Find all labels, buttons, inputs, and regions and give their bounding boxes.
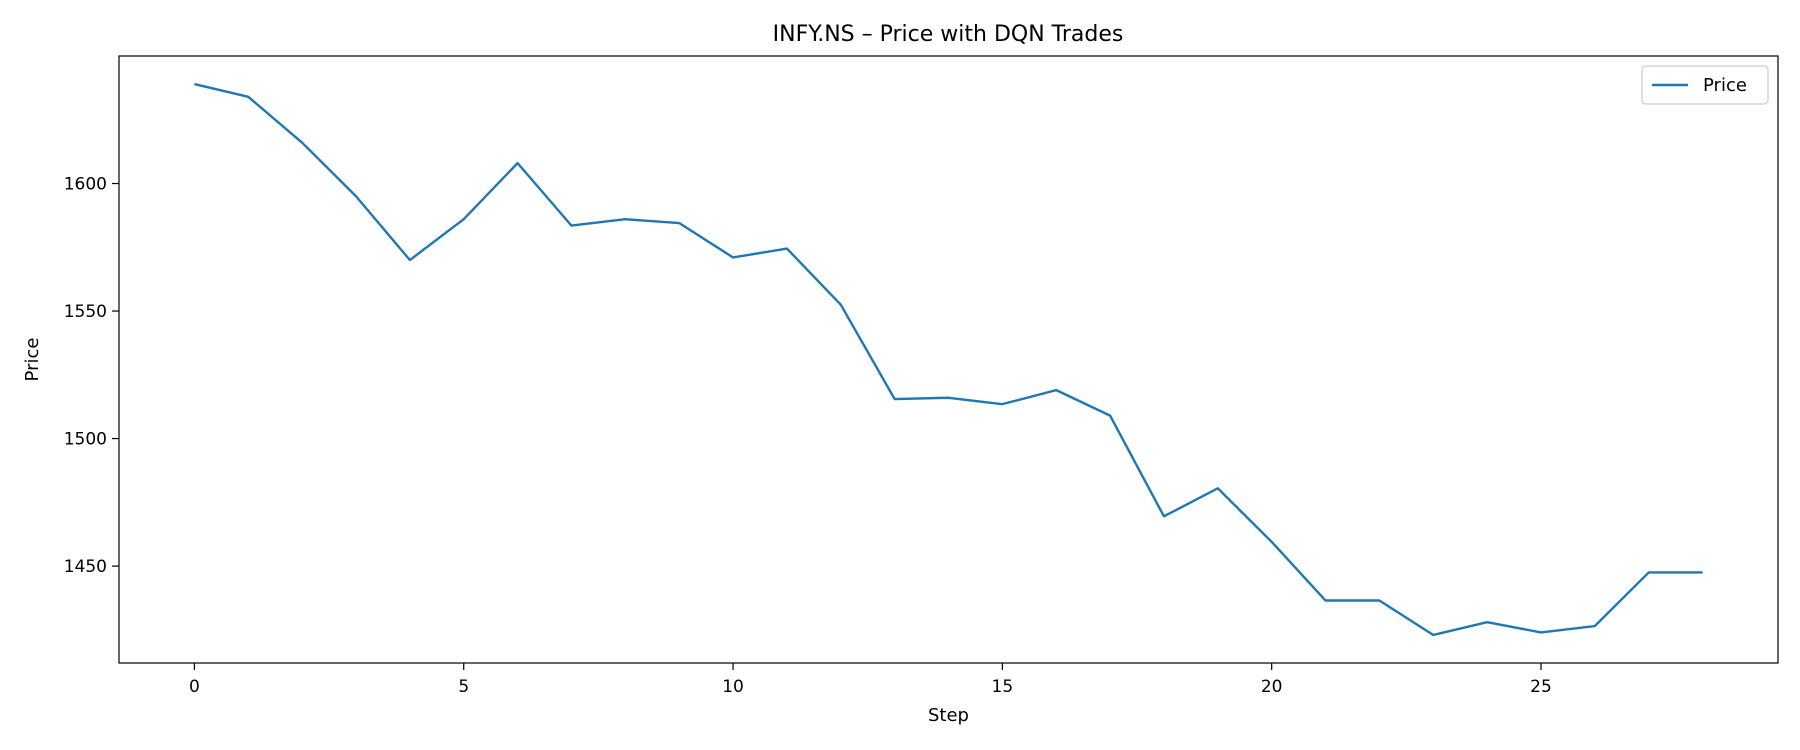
y-tick-label: 1450 bbox=[64, 557, 107, 577]
legend-box bbox=[1641, 65, 1769, 105]
y-axis-label: Price bbox=[22, 338, 43, 382]
x-tick-label: 10 bbox=[722, 677, 744, 697]
series-layer bbox=[194, 82, 1703, 637]
chart-title: INFY.NS – Price with DQN Trades bbox=[773, 22, 1124, 47]
legend: Price bbox=[1641, 65, 1769, 105]
x-tick-label: 5 bbox=[458, 677, 469, 697]
series-line-price bbox=[194, 82, 1703, 637]
plot-area-frame bbox=[118, 55, 1779, 664]
x-tick-label: 20 bbox=[1261, 677, 1283, 697]
y-tick-label: 1550 bbox=[64, 302, 107, 322]
y-tick-label: 1500 bbox=[64, 430, 107, 450]
x-axis-label: Step bbox=[928, 705, 969, 726]
x-axis: 0 5 10 15 20 25 bbox=[189, 663, 1552, 697]
x-tick-label: 0 bbox=[189, 677, 200, 697]
y-tick-label: 1600 bbox=[64, 175, 107, 195]
x-tick-label: 15 bbox=[992, 677, 1014, 697]
y-axis: 1450 1500 1550 1600 bbox=[64, 175, 119, 577]
legend-label: Price bbox=[1703, 75, 1747, 96]
x-tick-label: 25 bbox=[1530, 677, 1552, 697]
